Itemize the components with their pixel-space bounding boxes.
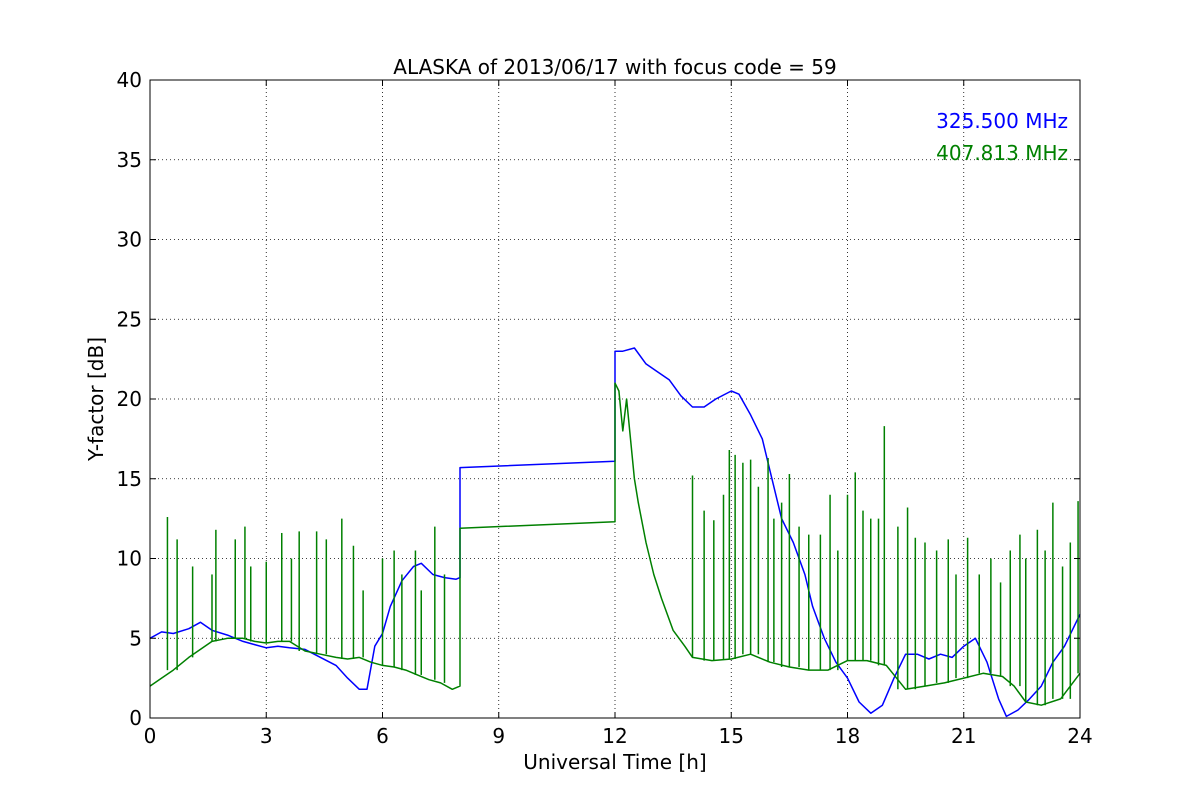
x-tick-label: 24 <box>1067 724 1092 748</box>
x-tick-label: 18 <box>835 724 860 748</box>
plot-area <box>149 347 1081 718</box>
y-tick-label: 5 <box>129 626 142 650</box>
y-tick-label: 40 <box>117 68 142 92</box>
x-tick-label: 15 <box>719 724 744 748</box>
x-tick-label: 3 <box>260 724 273 748</box>
legend-entry-407-mhz: 407.813 MHz <box>936 141 1068 165</box>
x-tick-label: 12 <box>602 724 627 748</box>
y-tick-label: 35 <box>117 148 142 172</box>
x-tick-label: 6 <box>376 724 389 748</box>
y-tick-label: 0 <box>129 706 142 730</box>
x-tick-label: 21 <box>951 724 976 748</box>
y-axis-label: Y-factor [dB] <box>84 337 108 462</box>
legend: 325.500 MHz 407.813 MHz <box>936 109 1068 165</box>
y-tick-label: 10 <box>117 547 142 571</box>
chart-title: ALASKA of 2013/06/17 with focus code = 5… <box>393 55 836 79</box>
y-tick-label: 30 <box>117 228 142 252</box>
legend-entry-325-mhz: 325.500 MHz <box>936 109 1068 133</box>
x-tick-label: 0 <box>144 724 157 748</box>
y-tick-label: 20 <box>117 387 142 411</box>
axis-ticks: 0 3 6 9 12 15 18 21 24 0 5 10 15 20 25 30 35 40 <box>117 68 1093 748</box>
x-axis-label: Universal Time [h] <box>523 750 706 774</box>
y-tick-label: 25 <box>117 307 142 331</box>
x-tick-label: 9 <box>492 724 505 748</box>
y-tick-label: 15 <box>117 467 142 491</box>
series-407-mhz-line <box>149 382 1081 706</box>
